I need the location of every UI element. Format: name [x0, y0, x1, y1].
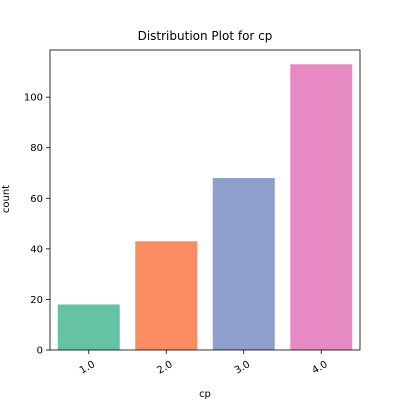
bar-1.0: [57, 304, 120, 350]
chart-title: Distribution Plot for cp: [138, 29, 273, 43]
y-tick-label: 40: [30, 244, 43, 255]
bar-3.0: [212, 178, 275, 350]
x-tick-label-2.0: 2.0: [155, 359, 174, 376]
y-tick-label: 100: [24, 93, 43, 104]
bars-group: [57, 64, 353, 351]
y-tick-label: 80: [30, 143, 43, 154]
x-axis: 1.0 2.0 3.0 4.0: [78, 350, 330, 377]
x-tick-label-3.0: 3.0: [233, 359, 252, 376]
x-axis-label: cp: [199, 389, 211, 400]
y-tick-label: 0: [37, 346, 43, 357]
y-tick-label: 20: [30, 295, 43, 306]
plot-frame: [49, 49, 361, 351]
y-axis-label: count: [1, 185, 12, 213]
x-tick-label-1.0: 1.0: [78, 359, 97, 376]
y-axis: 0 20 40 60 80 100: [24, 93, 50, 357]
x-tick-label-4.0: 4.0: [310, 359, 329, 376]
bar-4.0: [290, 64, 353, 351]
bar-2.0: [135, 241, 198, 350]
y-tick-label: 60: [30, 194, 43, 205]
